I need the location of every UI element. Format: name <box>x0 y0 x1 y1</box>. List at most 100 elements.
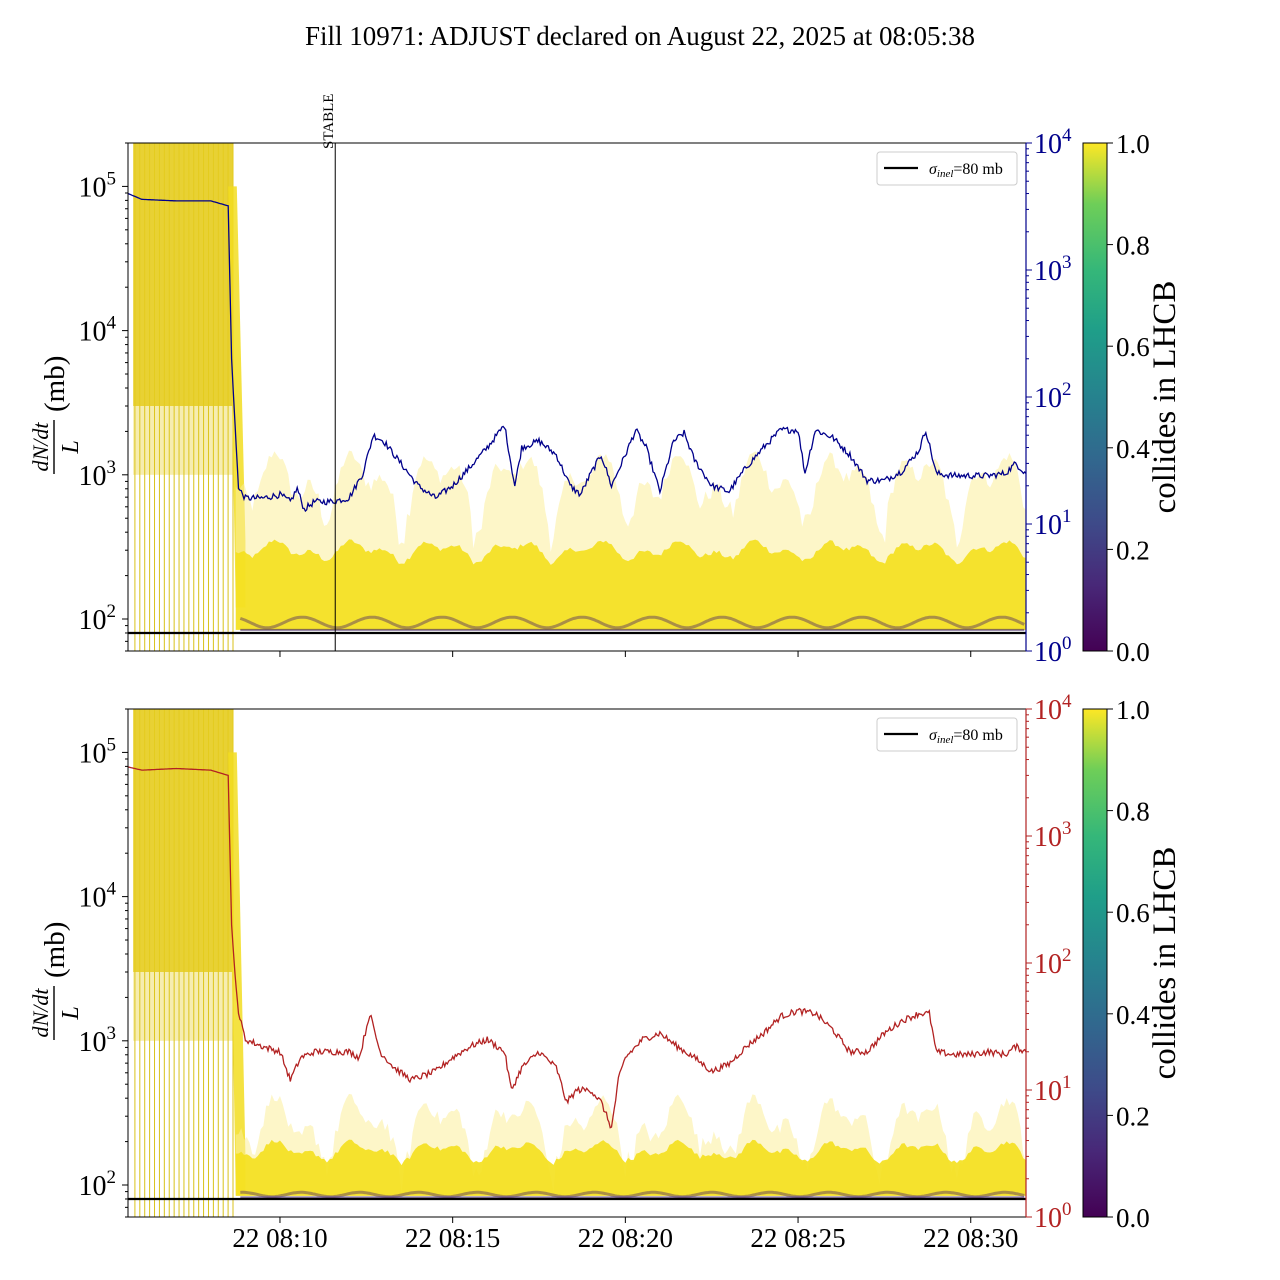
right-tick-exponent: 3 <box>1062 252 1072 273</box>
colorbar: 0.0 0.2 0.4 0.6 0.8 1.0 collides in LHCB <box>1082 695 1183 1233</box>
colorbar-tick-label: 0.8 <box>1116 231 1150 261</box>
bunch-core-spread <box>235 1139 1026 1196</box>
colorbar-tick-label: 0.6 <box>1116 898 1150 928</box>
left-tick-base: 10 <box>79 883 107 914</box>
colorbar-label: collides in LHCB <box>1147 847 1183 1080</box>
left-tick-exponent: 4 <box>107 313 117 334</box>
y-label-denominator: L <box>58 1006 84 1020</box>
right-tick-exponent: 2 <box>1062 379 1072 400</box>
y-label-numerator: dN/dt <box>28 422 53 472</box>
left-tick-label: 104 <box>79 313 117 348</box>
right-tick-exponent: 4 <box>1062 125 1072 146</box>
y-label-denominator: L <box>58 440 84 454</box>
right-tick-base: 10 <box>1034 695 1062 726</box>
colorbar-tick-label: 1.0 <box>1116 129 1150 159</box>
x-tick-label: 22 08:15 <box>405 1223 500 1253</box>
x-tick-label: 22 08:25 <box>750 1223 845 1253</box>
right-tick-base: 10 <box>1034 383 1062 414</box>
right-tick-label: 100 <box>1034 633 1072 668</box>
left-tick-base: 10 <box>79 738 107 769</box>
y-axis-label: dN/dt L (mb) <box>28 922 84 1040</box>
right-tick-exponent: 4 <box>1062 691 1072 712</box>
bunch-low-fraction-lines <box>240 1190 1025 1199</box>
legend-value: =80 mb <box>953 161 1002 178</box>
right-tick-label: 100 <box>1034 1199 1072 1234</box>
right-tick-label: 104 <box>1034 125 1072 160</box>
bunch-early-tail <box>133 972 234 1041</box>
left-tick-exponent: 5 <box>107 168 117 189</box>
colorbar-gradient <box>1082 142 1108 652</box>
bunch-density-band <box>133 143 1026 651</box>
right-tick-label: 101 <box>1034 1072 1072 1107</box>
left-tick-exponent: 3 <box>107 457 117 478</box>
legend-box <box>876 151 1018 186</box>
left-tick-exponent: 3 <box>107 1023 117 1044</box>
colorbar-tick-label: 1.0 <box>1116 695 1150 725</box>
colorbar: 0.0 0.2 0.4 0.6 0.8 1.0 collides in LHCB <box>1082 129 1183 667</box>
left-tick-exponent: 4 <box>107 879 117 900</box>
left-tick-exponent: 2 <box>107 1167 117 1188</box>
y-axis-label: dN/dt L (mb) <box>28 356 84 474</box>
stable-marker-label: STABLE <box>321 94 337 149</box>
y-label-unit: (mb) <box>39 922 71 978</box>
left-tick-base: 10 <box>79 172 107 203</box>
colorbar-tick-label: 0.0 <box>1116 1203 1150 1233</box>
bunch-drop <box>228 752 246 1196</box>
colorbar-tick-label: 0.2 <box>1116 1101 1150 1131</box>
luminosity-series-line <box>128 766 1026 1129</box>
colorbar-tick-label: 0.8 <box>1116 797 1150 827</box>
legend-sigma: σ <box>929 727 938 744</box>
legend-label: σinel=80 mb <box>929 161 1003 180</box>
bunch-early-block <box>133 709 234 973</box>
right-tick-label: 103 <box>1034 252 1072 287</box>
right-tick-base: 10 <box>1034 129 1062 160</box>
left-tick-label: 103 <box>79 1023 117 1058</box>
right-tick-base: 10 <box>1034 256 1062 287</box>
left-tick-exponent: 5 <box>107 734 117 755</box>
right-tick-base: 10 <box>1034 510 1062 541</box>
legend-box <box>876 717 1018 752</box>
legend: σinel=80 mb <box>876 717 1018 752</box>
right-tick-base: 10 <box>1034 1076 1062 1107</box>
right-tick-base: 10 <box>1034 822 1062 853</box>
right-tick-exponent: 2 <box>1062 945 1072 966</box>
left-tick-base: 10 <box>79 605 107 636</box>
left-tick-base: 10 <box>79 1171 107 1202</box>
right-tick-exponent: 3 <box>1062 818 1072 839</box>
legend-subscript: inel <box>937 734 954 746</box>
right-tick-label: 104 <box>1034 691 1072 726</box>
x-tick-label: 22 08:10 <box>232 1223 327 1253</box>
x-tick-label: 22 08:20 <box>578 1223 673 1253</box>
bunch-early-block <box>133 143 234 407</box>
legend-subscript: inel <box>937 168 954 180</box>
bunch-core-spread <box>235 539 1026 630</box>
right-tick-label: 102 <box>1034 945 1072 980</box>
colorbar-tick-label: 0.4 <box>1116 434 1150 464</box>
bunch-early-tail <box>133 406 234 475</box>
left-tick-label: 102 <box>79 1167 117 1202</box>
left-tick-label: 105 <box>79 168 117 203</box>
colorbar-tick-label: 0.0 <box>1116 637 1150 667</box>
right-tick-label: 103 <box>1034 818 1072 853</box>
right-tick-base: 10 <box>1034 949 1062 980</box>
right-tick-label: 102 <box>1034 379 1072 414</box>
colorbar-gradient <box>1082 708 1108 1218</box>
y-label-unit: (mb) <box>39 356 71 412</box>
legend: σinel=80 mb <box>876 151 1018 186</box>
right-tick-base: 10 <box>1034 637 1062 668</box>
left-tick-label: 102 <box>79 601 117 636</box>
right-tick-label: 101 <box>1034 506 1072 541</box>
left-tick-label: 103 <box>79 457 117 492</box>
chart-title: Fill 10971: ADJUST declared on August 22… <box>305 21 975 51</box>
legend-label: σinel=80 mb <box>929 727 1003 746</box>
colorbar-tick-label: 0.4 <box>1116 1000 1150 1030</box>
left-tick-base: 10 <box>79 1027 107 1058</box>
colorbar-tick-label: 0.2 <box>1116 535 1150 565</box>
left-tick-label: 105 <box>79 734 117 769</box>
right-tick-exponent: 1 <box>1062 1072 1072 1093</box>
luminosity-series-line <box>128 192 1026 513</box>
left-tick-label: 104 <box>79 879 117 914</box>
